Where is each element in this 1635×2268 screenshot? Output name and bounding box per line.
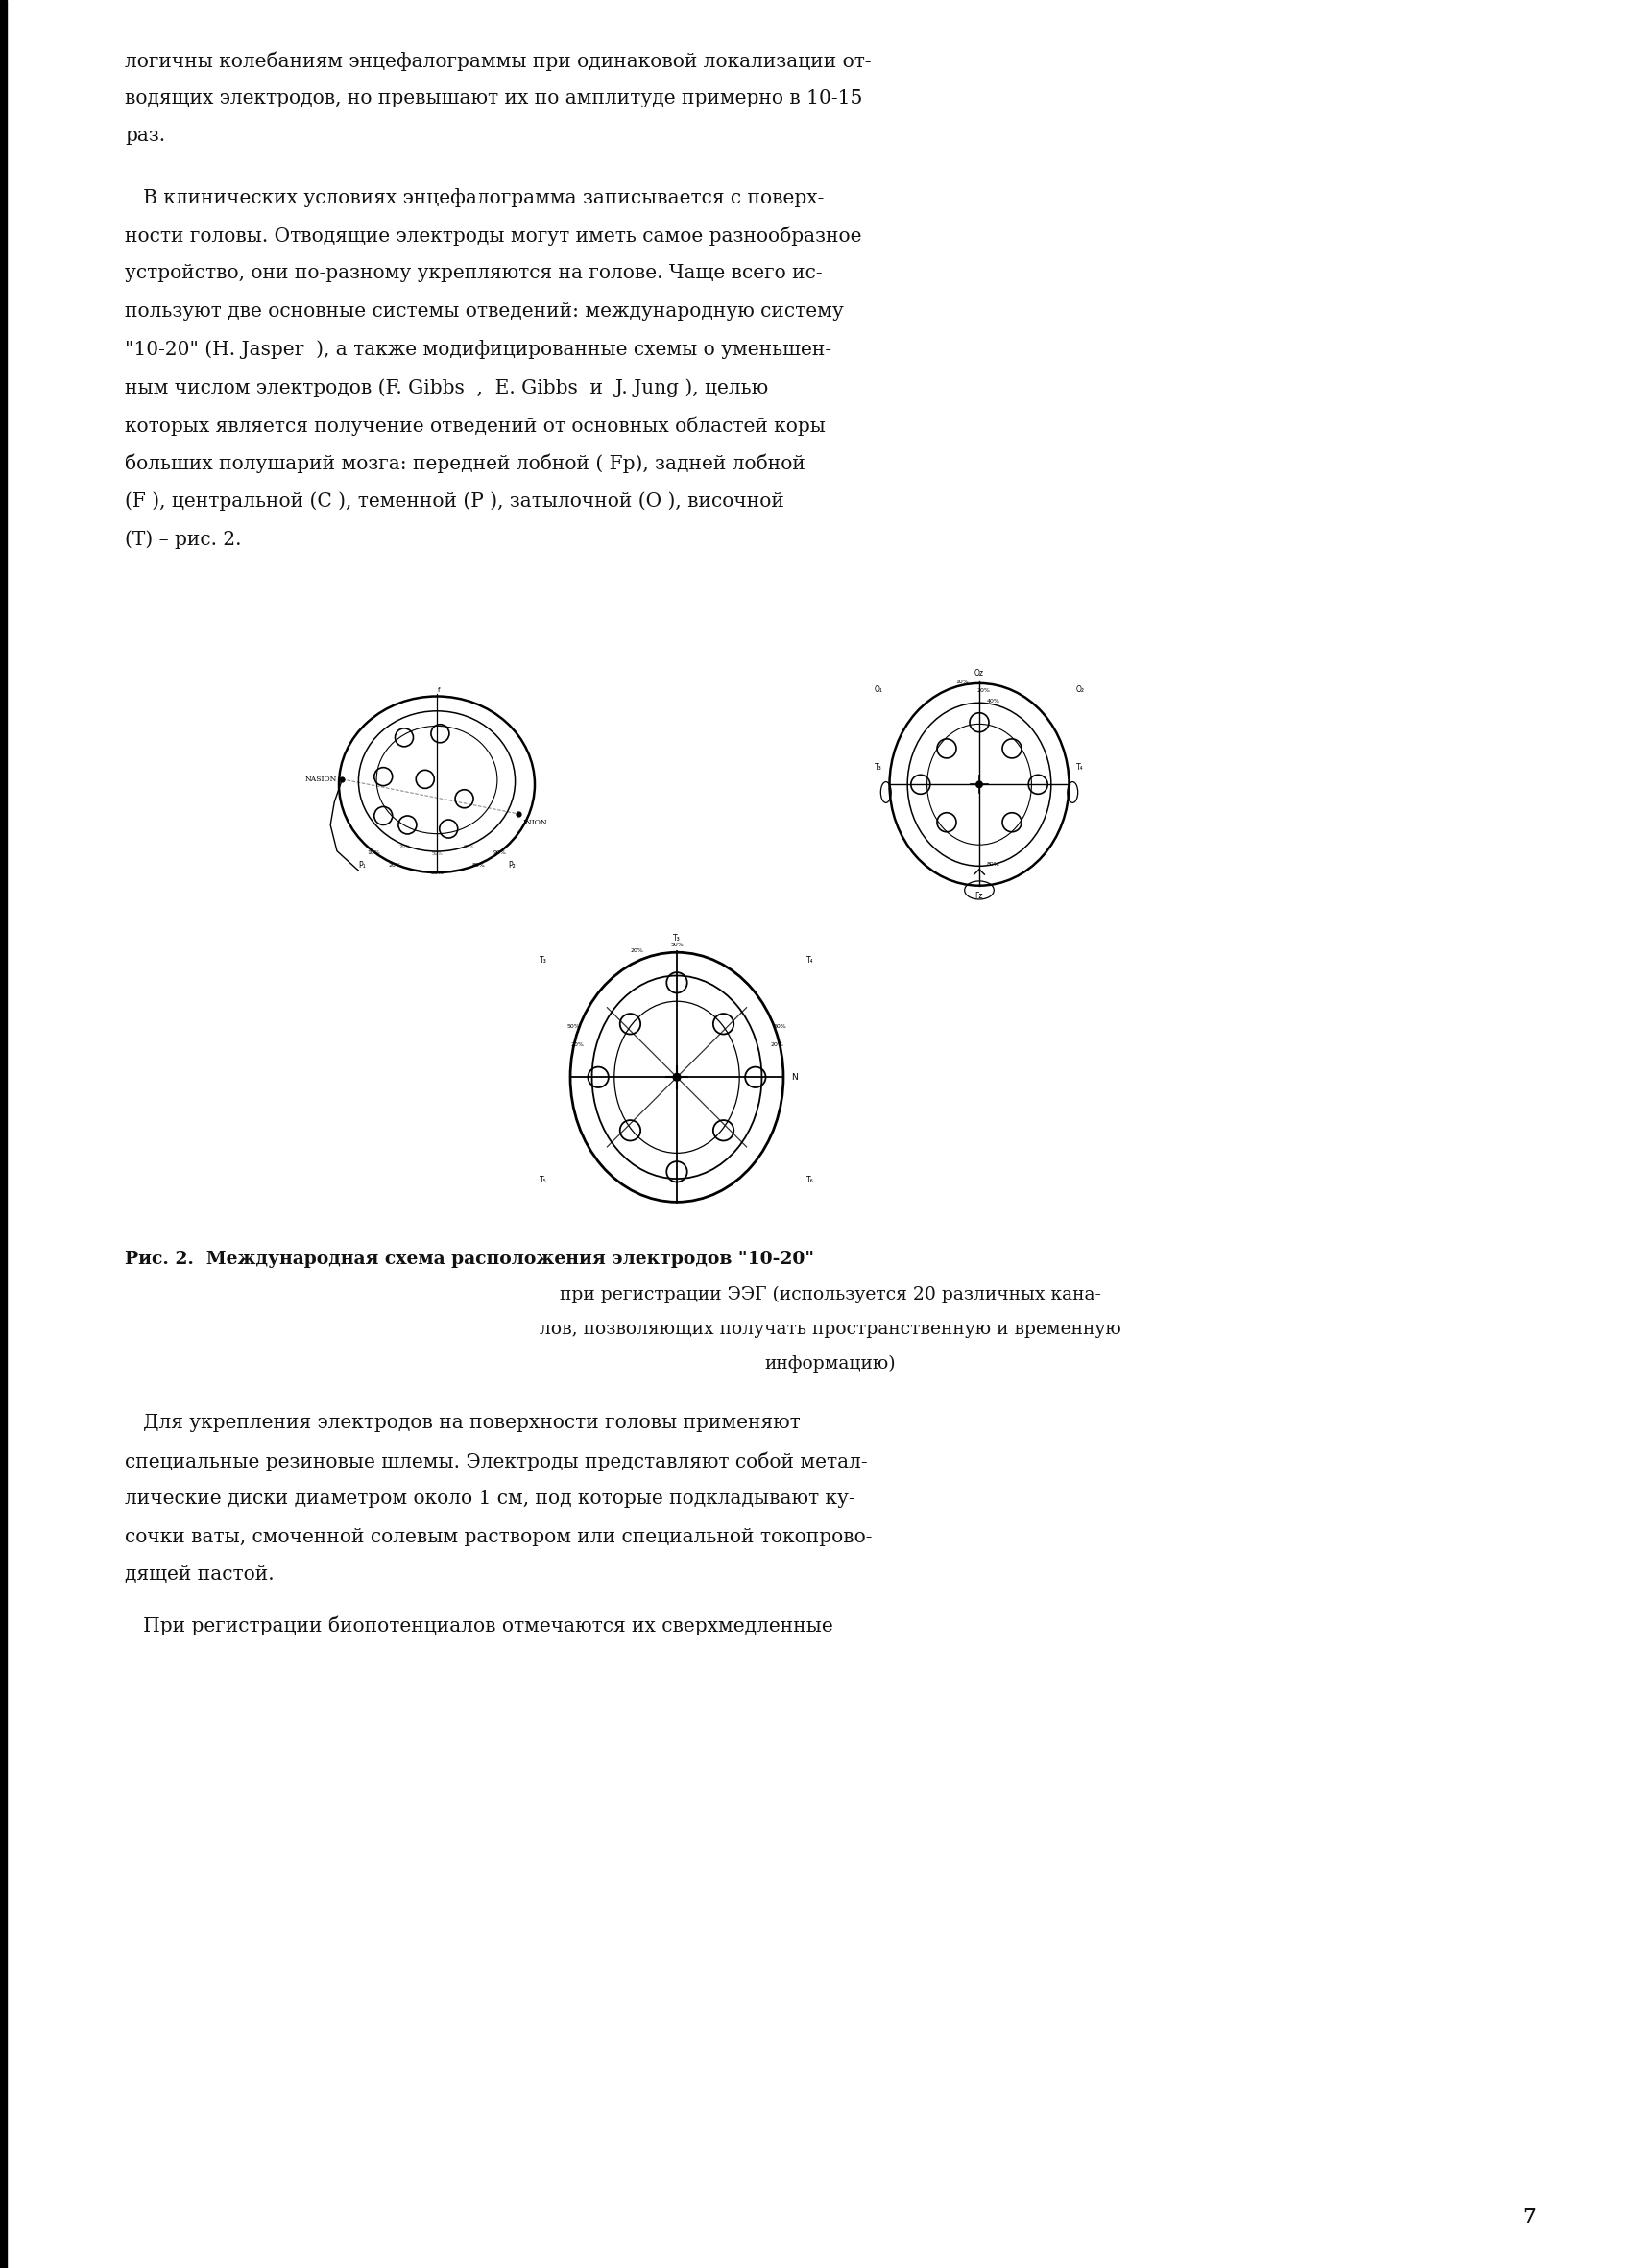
Text: T₄: T₄ <box>806 955 814 964</box>
Text: T₃: T₃ <box>674 934 680 943</box>
Text: В клинических условиях энцефалограмма записывается с поверх-: В клинических условиях энцефалограмма за… <box>124 188 824 209</box>
Text: 20%: 20% <box>571 1043 584 1048</box>
Text: 20%: 20% <box>389 862 402 866</box>
Text: 20%: 20% <box>978 687 991 692</box>
Text: 20%: 20% <box>770 1043 783 1048</box>
Text: логичны колебаниям энцефалограммы при одинаковой локализации от-: логичны колебаниям энцефалограммы при од… <box>124 50 871 70</box>
Text: 20%: 20% <box>631 948 644 953</box>
Text: 50%: 50% <box>432 850 443 855</box>
Text: O₁: O₁ <box>873 685 883 694</box>
Text: Oz: Oz <box>974 669 984 678</box>
Text: "10-20" (Н. Jasper  ), а также модифицированные схемы о уменьшен-: "10-20" (Н. Jasper ), а также модифициро… <box>124 340 832 358</box>
Text: водящих электродов, но превышают их по амплитуде примерно в 10-15: водящих электродов, но превышают их по а… <box>124 88 863 107</box>
Text: P₂: P₂ <box>508 862 515 871</box>
Circle shape <box>672 1073 682 1082</box>
Text: T₆: T₆ <box>806 1175 814 1184</box>
Text: 40%: 40% <box>986 699 999 703</box>
Text: 50%: 50% <box>567 1025 580 1030</box>
Text: устройство, они по-разному укрепляются на голове. Чаще всего ис-: устройство, они по-разному укрепляются н… <box>124 265 822 284</box>
Text: f: f <box>438 687 440 692</box>
Text: 20%: 20% <box>399 846 410 850</box>
Text: которых является получение отведений от основных областей коры: которых является получение отведений от … <box>124 415 826 435</box>
Text: 10%: 10% <box>956 680 970 685</box>
Text: NASION: NASION <box>306 776 337 782</box>
Text: больших полушарий мозга: передней лобной ( Fp), задней лобной: больших полушарий мозга: передней лобной… <box>124 454 806 474</box>
Text: 50%: 50% <box>670 941 683 948</box>
Text: При регистрации биопотенциалов отмечаются их сверхмедленные: При регистрации биопотенциалов отмечаютс… <box>124 1615 834 1635</box>
Text: N: N <box>791 1073 798 1082</box>
Text: INION: INION <box>523 819 548 826</box>
Text: сочки ваты, смоченной солевым раствором или специальной токопрово-: сочки ваты, смоченной солевым раствором … <box>124 1529 871 1547</box>
Text: при регистрации ЭЭГ (используется 20 различных кана-: при регистрации ЭЭГ (используется 20 раз… <box>559 1286 1102 1304</box>
Text: 80%: 80% <box>986 862 999 866</box>
Text: 7: 7 <box>1522 2207 1537 2227</box>
Text: пользуют две основные системы отведений: международную систему: пользуют две основные системы отведений:… <box>124 302 844 320</box>
Text: 90%: 90% <box>494 850 507 855</box>
Text: Для укрепления электродов на поверхности головы применяют: Для укрепления электродов на поверхности… <box>124 1413 801 1433</box>
Text: Рис. 2.  Международная схема расположения электродов "10-20": Рис. 2. Международная схема расположения… <box>124 1250 814 1268</box>
Text: лов, позволяющих получать пространственную и временную: лов, позволяющих получать пространственн… <box>540 1320 1122 1338</box>
Text: 80%: 80% <box>464 846 476 850</box>
Text: P₁: P₁ <box>358 862 365 871</box>
Text: T₄: T₄ <box>1076 762 1084 771</box>
Text: специальные резиновые шлемы. Электроды представляют собой метал-: специальные резиновые шлемы. Электроды п… <box>124 1452 868 1472</box>
Text: T₃: T₃ <box>540 955 548 964</box>
Text: 10%: 10% <box>368 850 381 855</box>
Circle shape <box>976 780 983 789</box>
Text: 50%: 50% <box>773 1025 786 1030</box>
Text: лические диски диаметром около 1 см, под которые подкладывают ку-: лические диски диаметром около 1 см, под… <box>124 1490 855 1508</box>
Text: 50%: 50% <box>430 871 443 875</box>
Text: T₅: T₅ <box>540 1175 548 1184</box>
Text: 80%: 80% <box>471 862 486 866</box>
Text: (F ), центральной (C ), теменной (P ), затылочной (O ), височной: (F ), центральной (C ), теменной (P ), з… <box>124 492 785 510</box>
Text: O₂: O₂ <box>1076 685 1084 694</box>
Text: ности головы. Отводящие электроды могут иметь самое разнообразное: ности головы. Отводящие электроды могут … <box>124 227 862 247</box>
Text: (T) – рис. 2.: (T) – рис. 2. <box>124 531 242 549</box>
Text: ным числом электродов (F. Gibbs  ,  E. Gibbs  и  J. Jung ), целью: ным числом электродов (F. Gibbs , E. Gib… <box>124 379 768 397</box>
Text: раз.: раз. <box>124 127 165 145</box>
Text: T₃: T₃ <box>875 762 883 771</box>
Bar <box>0 0 7 2268</box>
Text: Fz: Fz <box>974 891 983 900</box>
Text: информацию): информацию) <box>765 1356 896 1372</box>
Text: дящей пастой.: дящей пастой. <box>124 1565 275 1583</box>
